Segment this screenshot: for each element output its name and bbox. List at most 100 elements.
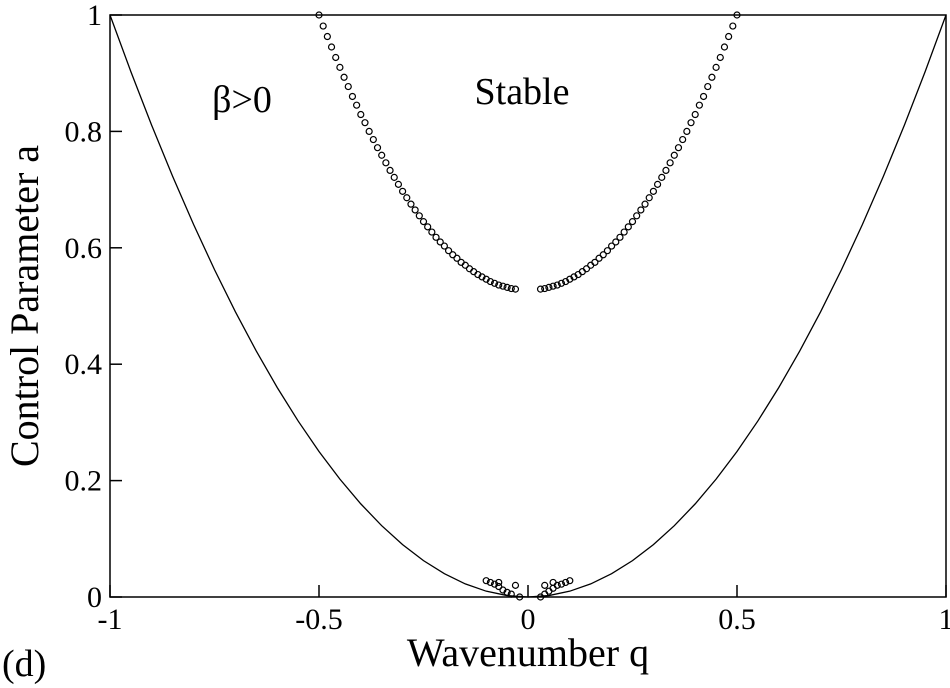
data-point	[582, 265, 591, 273]
data-point	[679, 135, 687, 144]
data-point	[507, 590, 515, 598]
data-point	[444, 247, 453, 255]
data-point	[482, 577, 490, 585]
data-point	[599, 251, 607, 259]
data-point	[536, 285, 545, 293]
data-point	[725, 32, 733, 41]
data-point	[691, 110, 699, 119]
data-point	[323, 32, 331, 41]
data-point	[633, 212, 641, 220]
data-point	[495, 281, 503, 289]
data-point	[616, 233, 624, 241]
data-point	[649, 187, 658, 195]
data-point	[545, 283, 553, 291]
data-point	[637, 206, 645, 214]
data-point	[319, 22, 327, 30]
data-point	[607, 242, 616, 250]
data-point	[641, 200, 649, 208]
data-point	[511, 285, 520, 293]
data-point	[453, 254, 461, 262]
data-point	[557, 580, 566, 588]
data-point	[612, 238, 620, 246]
data-point	[712, 63, 720, 71]
annotation: Stable	[475, 71, 570, 113]
data-point	[394, 180, 403, 188]
x-axis-label: Wavenumber q	[407, 630, 649, 675]
y-tick-label: 0.2	[65, 465, 103, 498]
data-point	[503, 588, 511, 596]
data-point	[595, 254, 603, 262]
data-point	[620, 228, 628, 236]
data-point	[495, 578, 503, 587]
data-point	[704, 82, 712, 91]
data-point	[432, 233, 440, 241]
data-point	[428, 228, 436, 236]
y-tick-label: 0.8	[65, 115, 103, 148]
y-tick-label: 0	[87, 581, 102, 614]
data-point	[340, 73, 348, 81]
data-point	[419, 218, 428, 226]
data-point	[411, 206, 419, 214]
y-tick-label: 0.4	[65, 348, 103, 381]
data-point	[382, 159, 390, 167]
data-point	[603, 247, 612, 255]
panel-label: (d)	[2, 643, 46, 685]
data-point	[407, 200, 415, 208]
data-point	[708, 73, 716, 81]
data-point	[353, 101, 361, 109]
data-point	[386, 166, 394, 174]
data-point	[315, 11, 323, 19]
data-point	[653, 180, 662, 188]
data-point	[733, 11, 741, 19]
data-point	[365, 127, 373, 135]
data-point	[495, 582, 503, 591]
data-point	[457, 258, 465, 266]
data-point	[449, 251, 457, 259]
data-point	[465, 265, 474, 273]
data-point	[683, 127, 691, 135]
data-point	[440, 242, 448, 250]
data-point	[541, 581, 549, 589]
data-point	[549, 578, 557, 587]
data-point	[729, 22, 737, 30]
data-point	[628, 218, 637, 226]
x-tick-label: -0.5	[295, 603, 343, 636]
data-point	[499, 282, 507, 290]
data-point	[662, 166, 670, 174]
data-point	[695, 101, 703, 109]
data-point	[348, 92, 357, 101]
data-point	[390, 173, 398, 181]
data-point	[332, 53, 340, 62]
data-point	[336, 63, 344, 71]
x-tick-label: 0.5	[718, 603, 756, 636]
data-point	[562, 578, 570, 587]
data-point	[720, 43, 729, 51]
data-point	[511, 581, 520, 589]
data-point	[645, 194, 653, 202]
data-point	[344, 82, 352, 91]
data-point	[624, 223, 632, 231]
x-tick-label: -1	[98, 603, 123, 636]
y-axis-label: Control Parameter a	[2, 145, 47, 467]
data-point	[490, 279, 499, 287]
data-point	[566, 577, 574, 585]
data-point	[516, 593, 524, 601]
data-point	[486, 578, 494, 587]
data-point	[436, 238, 444, 246]
data-point	[373, 144, 382, 152]
data-point	[541, 284, 549, 293]
data-point	[557, 279, 566, 287]
annotation: β>0	[212, 79, 272, 121]
neutral-curve	[109, 14, 947, 598]
data-point	[378, 151, 386, 159]
x-tick-label: 1	[939, 603, 950, 636]
data-point	[327, 43, 336, 51]
data-point	[658, 173, 666, 181]
data-point	[699, 92, 708, 101]
data-point	[666, 159, 674, 167]
data-point	[503, 283, 511, 291]
data-point	[399, 187, 407, 195]
data-point	[670, 151, 678, 159]
data-point	[716, 53, 724, 62]
